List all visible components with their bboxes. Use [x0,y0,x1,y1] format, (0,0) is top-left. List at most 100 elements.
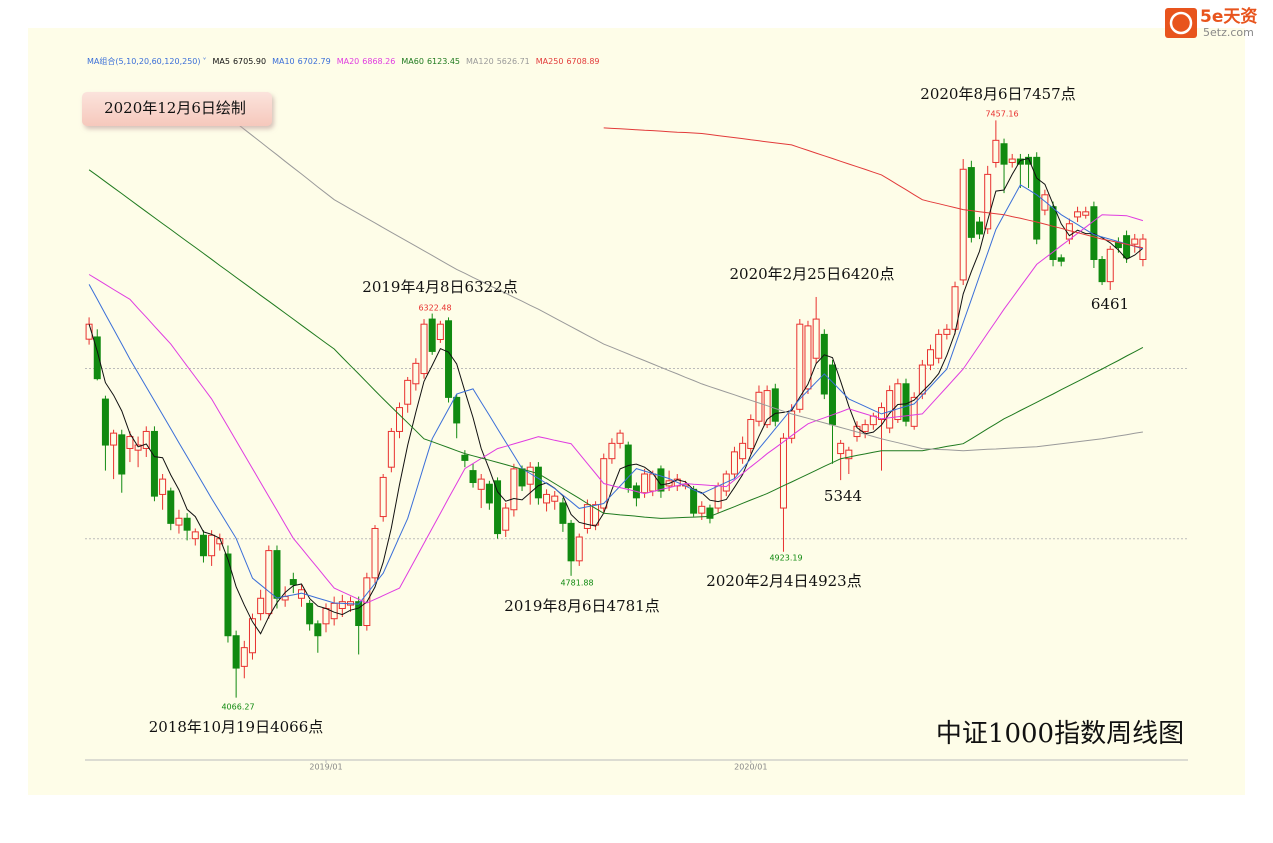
candle-body [469,470,477,484]
legend-name: MA120 [466,57,494,66]
annotation: 2020年2月25日6420点 [730,265,895,283]
candle-body [551,495,559,502]
candle-body [1049,206,1057,261]
candle-body [485,483,493,504]
ma-line [88,214,1144,604]
candle-body [1139,238,1147,260]
candle-body [142,430,150,449]
candle-body [820,333,828,395]
extreme-label: 4781.88 [560,579,593,588]
legend-value: 6702.79 [298,57,331,66]
candle-body [951,286,959,330]
candle-body [208,534,216,557]
legend-name: MA10 [272,57,295,66]
candle-body [706,507,714,519]
candle-body [306,602,314,625]
candle-body [1033,156,1041,240]
legend-name: MA60 [401,57,424,66]
candle-body [175,517,183,526]
candle-body [445,320,453,398]
candle-body [1098,259,1106,283]
candle-body [641,473,649,494]
legend: MA组合(5,10,20,60,120,250) ˅ MA5 6705.90 MA10 6… [87,56,600,66]
candle-body [927,349,935,366]
candle-body [894,383,902,421]
candle-body [518,468,526,487]
annotation: 2020年8月6日7457点 [920,85,1075,103]
candle-body [167,490,175,524]
candle-body [861,424,869,432]
candle-body [420,323,428,375]
candle-body [608,442,616,460]
legend-value: 6123.45 [427,57,460,66]
candle-body [191,531,199,540]
candle-body [371,527,379,579]
legend-value: 6708.89 [566,57,599,66]
candle-body [698,505,706,514]
candle-body [85,323,93,340]
legend-title: MA组合(5,10,20,60,120,250) [87,56,201,66]
legend-value: 5626.71 [497,57,530,66]
candle-body [273,550,281,599]
candle-body [183,517,191,531]
candle-body [959,168,967,281]
candle-body [248,618,256,654]
candle-body [1041,194,1049,211]
candle-body [338,601,346,609]
legend-value: 6868.26 [362,57,395,66]
extreme-label: 4923.19 [769,554,802,563]
candle-body [992,139,1000,163]
candle-body [1057,257,1065,262]
chart-panel [28,28,1245,795]
annotation: 2020年12月6日绘制 [104,99,246,117]
candle-body [494,480,502,535]
candle-body [477,478,485,490]
candle-body [755,391,763,422]
legend-dropdown[interactable]: ˅ [203,57,207,66]
candle-body [779,437,787,509]
logo: 5e天资 5etz.com [1165,6,1257,39]
annotation: 2019年4月8日6322点 [362,278,517,296]
candle-body [804,325,812,390]
candle-body [730,451,738,475]
candle-body [845,449,853,460]
x-tick-label: 2019/01 [309,763,342,772]
candle-body [1000,143,1008,165]
candle-body [453,396,461,424]
candle-body [257,597,265,615]
ma-line [88,184,1144,605]
candle-body [918,364,926,395]
candle-body [1074,211,1082,218]
extreme-label: 7457.16 [985,110,1018,119]
legend-name: MA250 [536,57,564,66]
candle-body [199,534,207,557]
ma-line [88,169,1144,519]
x-tick-label: 2020/01 [734,763,767,772]
extreme-label: 6322.48 [418,304,451,313]
annotation: 5344 [824,487,862,505]
candle-body [616,432,624,444]
candle-body [436,323,444,341]
candle-body [150,430,158,497]
candle-body [747,419,755,449]
logo-glyph [1169,11,1193,35]
candle-body [510,468,518,511]
candle-body [534,466,542,499]
candle-body [976,221,984,235]
ma-line [88,157,1144,635]
candle-body [771,388,779,422]
candle-body [543,493,551,504]
candle-body [812,318,820,359]
candle-body [559,502,567,524]
annotation: 2020年2月4日4923点 [706,572,861,590]
annotation: 6461 [1091,295,1129,313]
candle-body [110,432,118,446]
candle-body [134,444,142,451]
candle-body [93,336,101,380]
candle-body [837,442,845,455]
candle-body [935,333,943,359]
candle-body [1025,156,1033,165]
candle-body [1082,211,1090,216]
candle-body [984,173,992,230]
candle-body [1131,238,1139,245]
